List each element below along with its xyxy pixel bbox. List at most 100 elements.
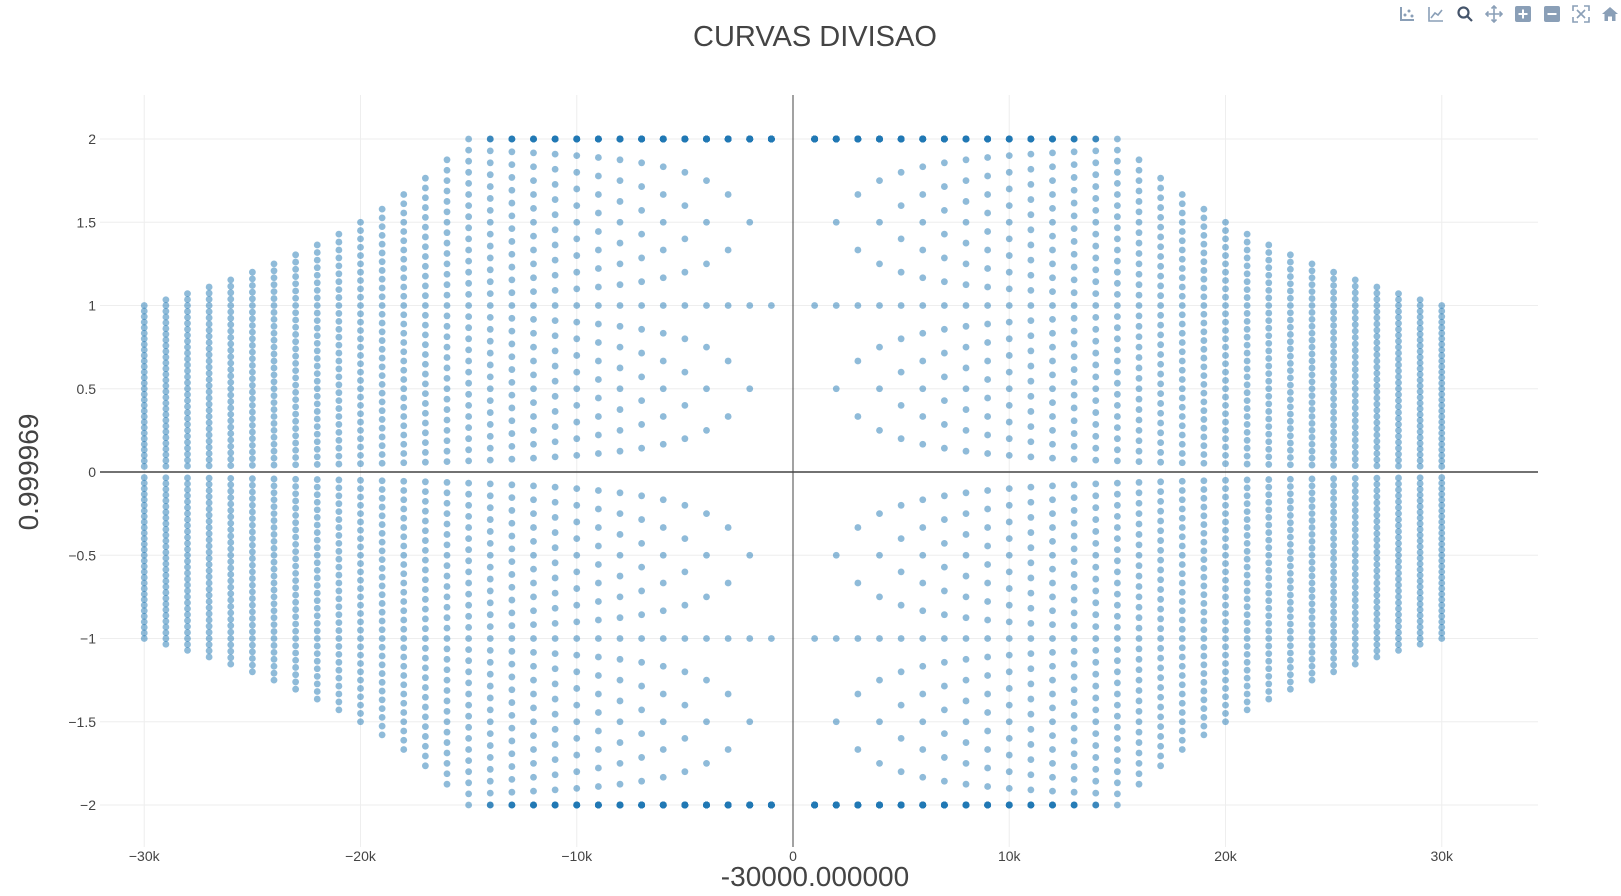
show-closest-icon[interactable] <box>1396 3 1418 25</box>
data-point <box>443 281 451 289</box>
data-point <box>811 302 819 309</box>
data-point <box>1286 613 1294 621</box>
data-point <box>551 423 559 430</box>
data-point <box>227 577 235 585</box>
data-point <box>573 368 581 376</box>
data-point <box>162 520 170 528</box>
data-point <box>573 202 581 210</box>
zoom-out-icon[interactable] <box>1541 3 1563 25</box>
data-point <box>313 249 321 256</box>
data-point <box>184 516 191 523</box>
data-point <box>1200 486 1208 493</box>
data-point <box>1243 246 1251 254</box>
data-point <box>162 428 170 436</box>
data-point <box>1113 768 1121 776</box>
data-point <box>335 698 343 706</box>
compare-icon[interactable] <box>1425 3 1447 25</box>
data-point <box>573 701 581 709</box>
data-point <box>1092 290 1100 298</box>
data-point <box>1330 588 1338 596</box>
data-point <box>1135 229 1143 237</box>
data-point <box>443 520 451 528</box>
data-point <box>616 489 624 497</box>
data-point <box>313 264 321 272</box>
data-point <box>1330 488 1338 496</box>
zoom-in-icon[interactable] <box>1512 3 1534 25</box>
data-point <box>1416 371 1424 378</box>
data-point <box>292 613 300 621</box>
data-point <box>465 635 473 642</box>
data-point <box>1222 418 1229 426</box>
home-icon[interactable] <box>1599 3 1621 25</box>
data-point <box>292 280 300 288</box>
data-point <box>292 265 300 273</box>
data-point <box>184 355 191 363</box>
zoom-icon[interactable] <box>1454 3 1476 25</box>
data-point <box>1330 342 1338 349</box>
data-point <box>638 777 646 785</box>
data-point <box>876 385 883 393</box>
data-point <box>400 625 408 633</box>
data-point <box>248 495 256 503</box>
data-point <box>357 660 364 667</box>
data-point <box>984 505 992 513</box>
data-point <box>1113 446 1121 454</box>
pan-icon[interactable] <box>1483 3 1505 25</box>
data-point <box>1373 524 1381 531</box>
data-point <box>335 603 343 611</box>
data-point <box>1395 308 1402 315</box>
data-point <box>1330 635 1338 642</box>
data-point <box>378 696 386 704</box>
data-point <box>184 617 191 625</box>
data-point <box>400 699 408 707</box>
data-point <box>1178 570 1186 578</box>
data-point <box>1070 660 1078 668</box>
data-point <box>378 354 386 362</box>
data-point <box>724 135 732 143</box>
data-point <box>1070 635 1078 642</box>
data-point <box>638 658 646 666</box>
data-point <box>1113 735 1121 742</box>
data-point <box>1265 317 1273 325</box>
autoscale-icon[interactable] <box>1570 3 1592 25</box>
data-point <box>378 635 386 642</box>
data-point <box>378 275 386 283</box>
data-point <box>1178 653 1186 661</box>
data-point <box>1178 672 1186 679</box>
data-point <box>1222 402 1229 409</box>
data-point <box>313 589 321 597</box>
data-point <box>1092 563 1100 571</box>
data-point <box>1243 286 1251 294</box>
data-point <box>378 494 386 502</box>
data-point <box>1330 275 1338 283</box>
data-point <box>443 270 451 278</box>
data-point <box>465 479 473 487</box>
data-point <box>313 498 321 506</box>
data-point <box>854 413 862 420</box>
data-point <box>184 313 191 321</box>
data-point <box>227 462 235 469</box>
data-point <box>573 218 581 226</box>
data-point <box>162 583 170 591</box>
data-point <box>1200 416 1208 423</box>
data-point <box>984 764 992 772</box>
data-point <box>508 404 516 412</box>
data-point <box>292 446 300 454</box>
data-point <box>400 690 408 698</box>
data-point <box>962 780 970 788</box>
data-point <box>313 695 321 703</box>
data-point <box>1178 533 1186 541</box>
data-point <box>1157 733 1165 740</box>
data-point <box>1222 526 1229 534</box>
data-point <box>227 334 235 341</box>
data-point <box>1438 368 1446 376</box>
data-point <box>703 551 710 559</box>
data-point <box>313 241 321 249</box>
data-point <box>1395 617 1402 625</box>
data-point <box>140 368 148 376</box>
data-point <box>357 476 364 484</box>
data-point <box>465 402 473 409</box>
data-point <box>1416 497 1424 505</box>
data-point <box>1178 450 1186 457</box>
data-point <box>1200 591 1208 599</box>
